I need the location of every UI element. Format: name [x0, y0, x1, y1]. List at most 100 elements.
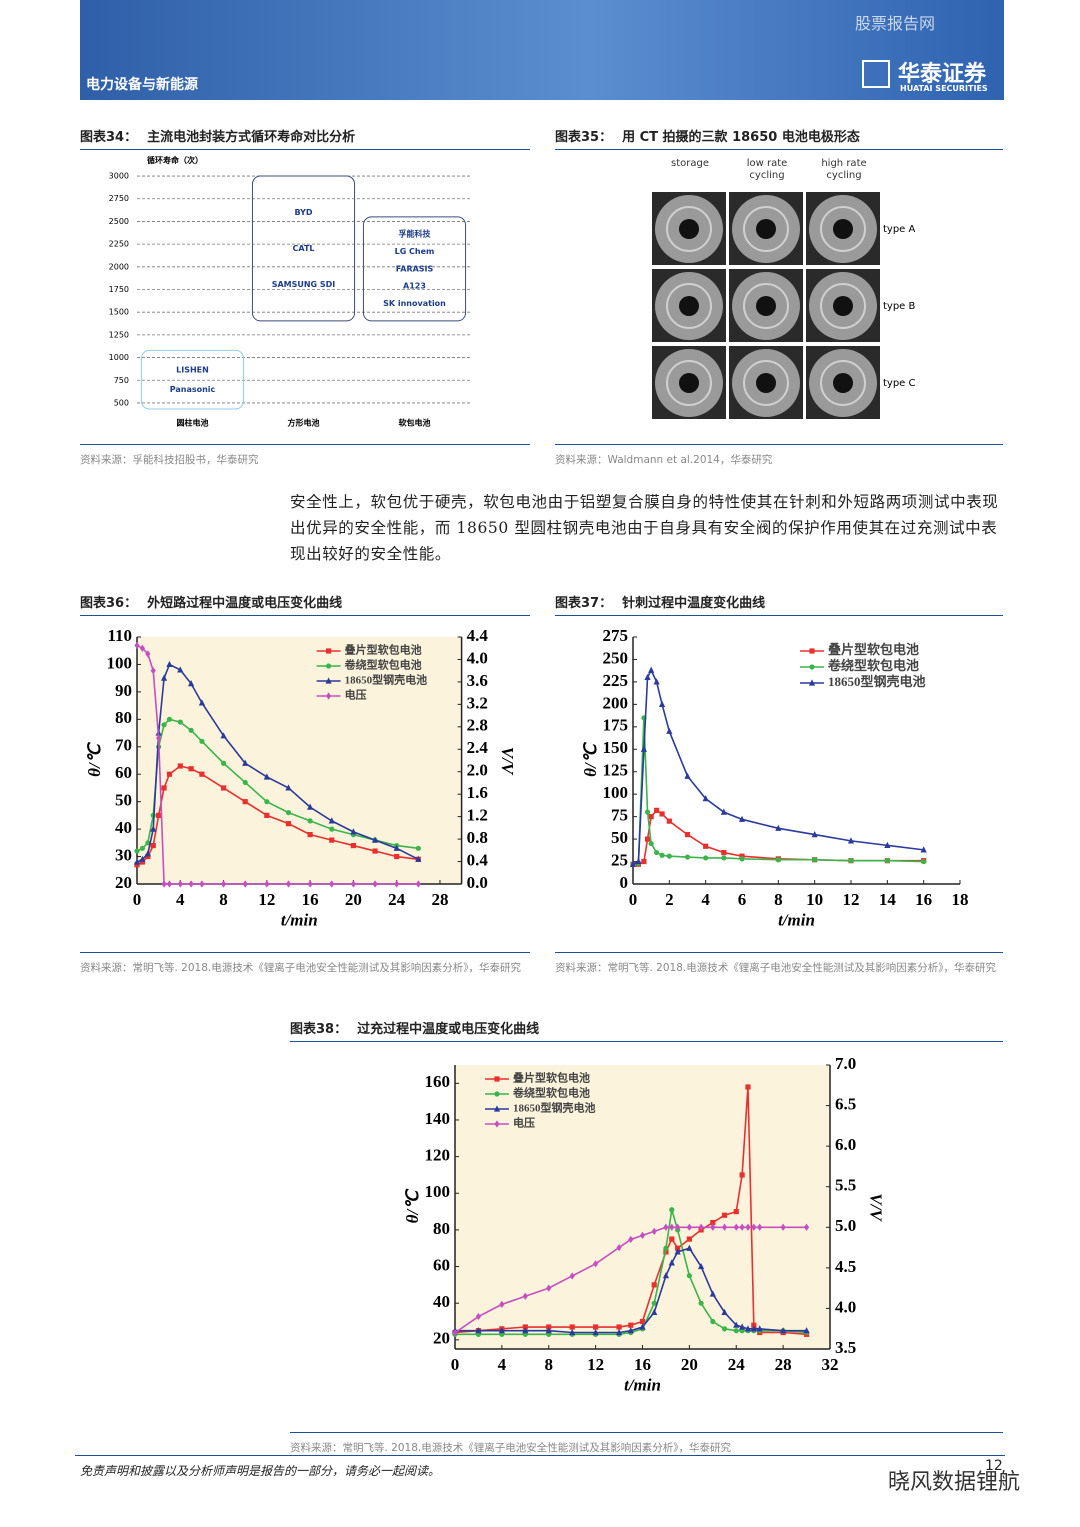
marker — [653, 678, 660, 685]
marker — [160, 674, 168, 681]
marker — [635, 857, 642, 865]
marker — [616, 1243, 622, 1252]
legend-label: 叠片型软包电池 — [345, 643, 422, 657]
marker — [150, 825, 157, 832]
series-line — [632, 668, 924, 865]
y2-tick-label: 5.0 — [835, 1216, 856, 1235]
legend-marker — [494, 1091, 500, 1097]
marker — [220, 880, 227, 888]
marker — [350, 828, 357, 835]
range-box — [140, 349, 245, 410]
y2-tick-label: 0.0 — [467, 873, 488, 892]
marker — [663, 1245, 669, 1251]
marker — [733, 1328, 739, 1334]
marker — [654, 849, 660, 856]
y2-tick-label: 2.0 — [467, 761, 488, 780]
y-tick-label: 50 — [611, 828, 628, 847]
company-logo: A123 — [403, 282, 426, 291]
marker — [639, 1323, 646, 1330]
y2-tick-label: 0.8 — [467, 828, 488, 847]
marker — [703, 855, 709, 861]
marker — [498, 1327, 505, 1334]
y-tick-label: 40 — [115, 818, 132, 837]
ct-core — [833, 296, 853, 316]
y-tick-label: 25 — [611, 850, 628, 869]
marker — [698, 1300, 704, 1306]
marker — [780, 1327, 787, 1334]
plot-background — [137, 637, 462, 884]
marker — [177, 880, 183, 888]
figure-label: 图表35： — [555, 130, 613, 145]
marker — [569, 1324, 575, 1330]
chart: 循环寿命（次） 500 750 1000 1250 1500 1750 2000 2250 250… — [109, 155, 470, 428]
y-tick-label: 275 — [603, 626, 629, 645]
page-number: 12 — [985, 1458, 1003, 1474]
y-tick-label: 500 — [114, 398, 129, 407]
marker — [329, 837, 335, 843]
marker — [328, 817, 335, 824]
y-tick-label: 100 — [107, 653, 133, 672]
marker — [475, 1327, 482, 1334]
y2-tick-label: 1.6 — [467, 783, 488, 802]
marker — [644, 673, 651, 681]
y-tick-label: 20 — [433, 1329, 450, 1348]
marker — [847, 837, 855, 844]
x-tick-label: 6 — [738, 890, 747, 909]
x-axis-label: t/min — [778, 910, 815, 929]
marker — [780, 1223, 786, 1231]
ct-core — [679, 373, 699, 393]
marker — [651, 1308, 658, 1315]
source: 资料来源：常明飞等. 2018.电源技术《锂离子电池安全性能测试及其影响因素分析… — [555, 952, 1003, 977]
marker — [475, 1312, 482, 1321]
marker — [307, 803, 314, 810]
marker — [648, 840, 654, 847]
marker — [669, 1207, 675, 1213]
figure-title: 图表38： 过充过程中温度或电压变化曲线 — [290, 1018, 1003, 1042]
x-tick-label: 32 — [822, 1355, 839, 1374]
figure-title-text: 主流电池封装方式循环寿命对比分析 — [147, 130, 356, 145]
marker — [648, 814, 654, 820]
marker — [145, 840, 151, 846]
series-line — [632, 717, 924, 866]
marker — [812, 857, 818, 863]
x-tick-label: 4 — [701, 890, 710, 909]
marker — [161, 880, 167, 888]
row-label: type B — [883, 301, 916, 312]
y2-tick-label: 3.2 — [467, 693, 488, 712]
ct-core — [679, 296, 699, 316]
marker — [750, 1325, 757, 1332]
x-tick-label: 圆柱电池 — [177, 418, 209, 428]
marker — [546, 1284, 552, 1292]
legend-marker — [493, 1105, 501, 1112]
x-axis-label: t/min — [624, 1375, 661, 1394]
marker — [751, 1223, 757, 1231]
marker — [686, 1244, 693, 1251]
marker — [744, 1325, 752, 1332]
y2-tick-label: 0.4 — [467, 850, 489, 869]
marker — [662, 1272, 670, 1279]
figure-title: 图表34： 主流电池封装方式循环寿命对比分析 — [80, 126, 530, 150]
plot-background — [455, 1065, 830, 1349]
marker — [415, 845, 421, 851]
marker — [452, 1329, 458, 1337]
marker — [134, 848, 140, 854]
x-tick-label: 方形电池 — [288, 418, 320, 428]
marker — [675, 1245, 681, 1251]
marker — [684, 832, 691, 838]
marker — [775, 824, 782, 831]
marker — [756, 1325, 763, 1332]
marker — [697, 1262, 705, 1270]
marker — [628, 1322, 634, 1328]
marker — [394, 880, 400, 888]
y2-tick-label: 6.0 — [835, 1135, 856, 1154]
y2-tick-label: 2.8 — [467, 716, 488, 735]
marker — [884, 841, 891, 848]
ct-core — [833, 373, 853, 393]
x-tick-label: 12 — [587, 1355, 604, 1374]
legend-marker — [809, 648, 815, 654]
x-tick-label: 24 — [388, 890, 406, 909]
y-tick-label: 50 — [115, 791, 132, 810]
marker — [709, 1290, 716, 1297]
x-tick-label: 2 — [665, 890, 674, 909]
